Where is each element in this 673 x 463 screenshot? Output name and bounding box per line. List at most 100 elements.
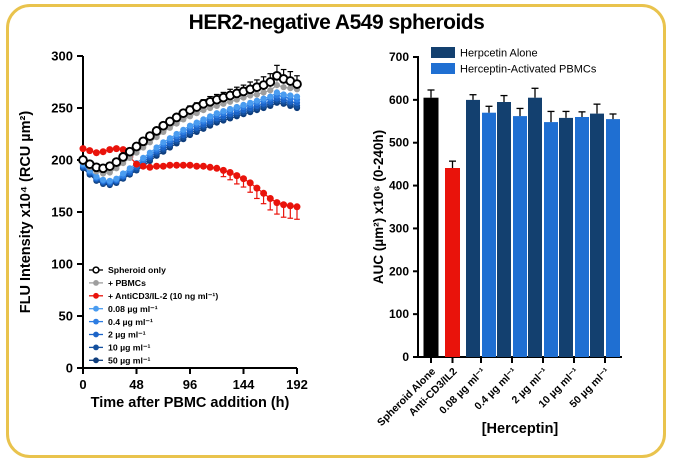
x-tick-label: 48 [129,377,143,392]
data-point [186,122,194,129]
data-point [186,113,194,120]
y-tick-label: 300 [389,221,409,235]
data-point [280,201,288,209]
data-point [260,95,267,102]
y-tick-label: 700 [389,50,409,64]
data-point [193,162,201,170]
data-point [260,89,267,96]
figure-title: HER2-negative A549 spheroids [188,11,485,34]
data-point [99,148,107,156]
y-axis-label: AUC (µm²) x10⁶ (0-240h) [371,130,386,284]
y-tick-label: 400 [389,179,409,193]
series-0.08-g-ml- [79,89,301,184]
bar-group: 0.4 µg ml⁻¹ [472,94,527,412]
data-point [280,91,287,98]
legend-item: Spheroid only [89,265,166,275]
data-point [246,179,254,187]
legend-item: Herpcetin Alone [431,47,538,60]
legend-item: + AntiCD3/IL-2 (10 ng ml⁻¹) [89,291,218,301]
data-point [207,104,214,112]
data-point [260,189,268,197]
data-point [106,169,113,176]
data-point [120,160,127,167]
data-point [200,116,207,123]
y-tick-label: 50 [59,309,73,324]
legend-marker [93,357,99,364]
bar [528,97,542,357]
data-point [206,163,214,171]
data-point [146,139,153,146]
legend-marker [93,331,99,338]
data-point [286,202,294,210]
legend-marker [92,266,100,274]
data-point [199,162,207,170]
data-point [287,85,294,92]
data-point [158,120,169,131]
series-spheroid-only [78,64,302,174]
legend-label: Herceptin-Activated PBMCs [460,64,597,76]
data-point [171,112,182,123]
y-tick-label: 500 [389,136,409,150]
legend-marker [93,344,99,351]
data-point [166,124,173,131]
data-point [227,105,234,113]
data-point [104,161,115,172]
data-point [166,161,174,169]
data-point [153,144,160,151]
y-axis-label: FLU Intensity x10⁴ (RCU µm²) [18,111,34,314]
x-axis-label: Time after PBMC addition (h) [91,395,290,411]
legend-label: 2 µg ml⁻¹ [108,330,146,340]
data-point [151,126,162,136]
data-point [293,93,301,100]
bar [466,99,480,358]
y-tick-label: 300 [51,49,73,64]
data-point [273,89,280,96]
data-point [253,97,260,104]
legend-marker [93,280,99,286]
data-point [160,128,167,135]
data-point [139,162,147,170]
data-point [133,160,140,168]
data-point [180,116,187,123]
data-point [233,172,241,180]
legend-item: + PBMCs [89,278,146,288]
data-point [79,145,87,153]
data-point [118,152,128,162]
data-point [233,96,240,103]
bar [513,116,527,357]
y-tick-label: 150 [51,205,73,220]
legend-item: 0.4 µg ml⁻¹ [89,317,153,327]
y-tick-label: 0 [402,350,409,364]
bar [559,117,573,358]
data-point [267,87,274,94]
data-point [140,144,147,151]
bar [482,112,496,357]
legend-swatch [431,47,455,58]
bar [544,122,558,357]
data-point [112,145,120,153]
data-point [180,126,187,133]
y-tick-label: 600 [389,93,409,107]
data-point [287,92,294,99]
data-point [186,161,194,169]
line-chart: 0 50 100 150 200 250 300 0 48 96 144 192 Time after … [18,49,308,412]
data-point [153,134,160,141]
bar [606,119,620,357]
data-point [253,184,261,192]
legend-label: Herpcetin Alone [460,48,538,60]
data-point [253,91,260,98]
data-point [207,113,214,120]
data-point [160,139,167,146]
data-point [140,154,147,161]
x-tick-label: 96 [183,377,197,392]
data-point [153,162,161,170]
data-point [266,195,274,202]
data-point [247,92,254,99]
data-point [247,99,254,106]
legend-label: + PBMCs [108,278,146,288]
data-point [92,149,100,157]
data-point [240,94,247,101]
legend-item: Herceptin-Activated PBMCs [431,63,597,76]
legend-swatch [431,63,455,74]
